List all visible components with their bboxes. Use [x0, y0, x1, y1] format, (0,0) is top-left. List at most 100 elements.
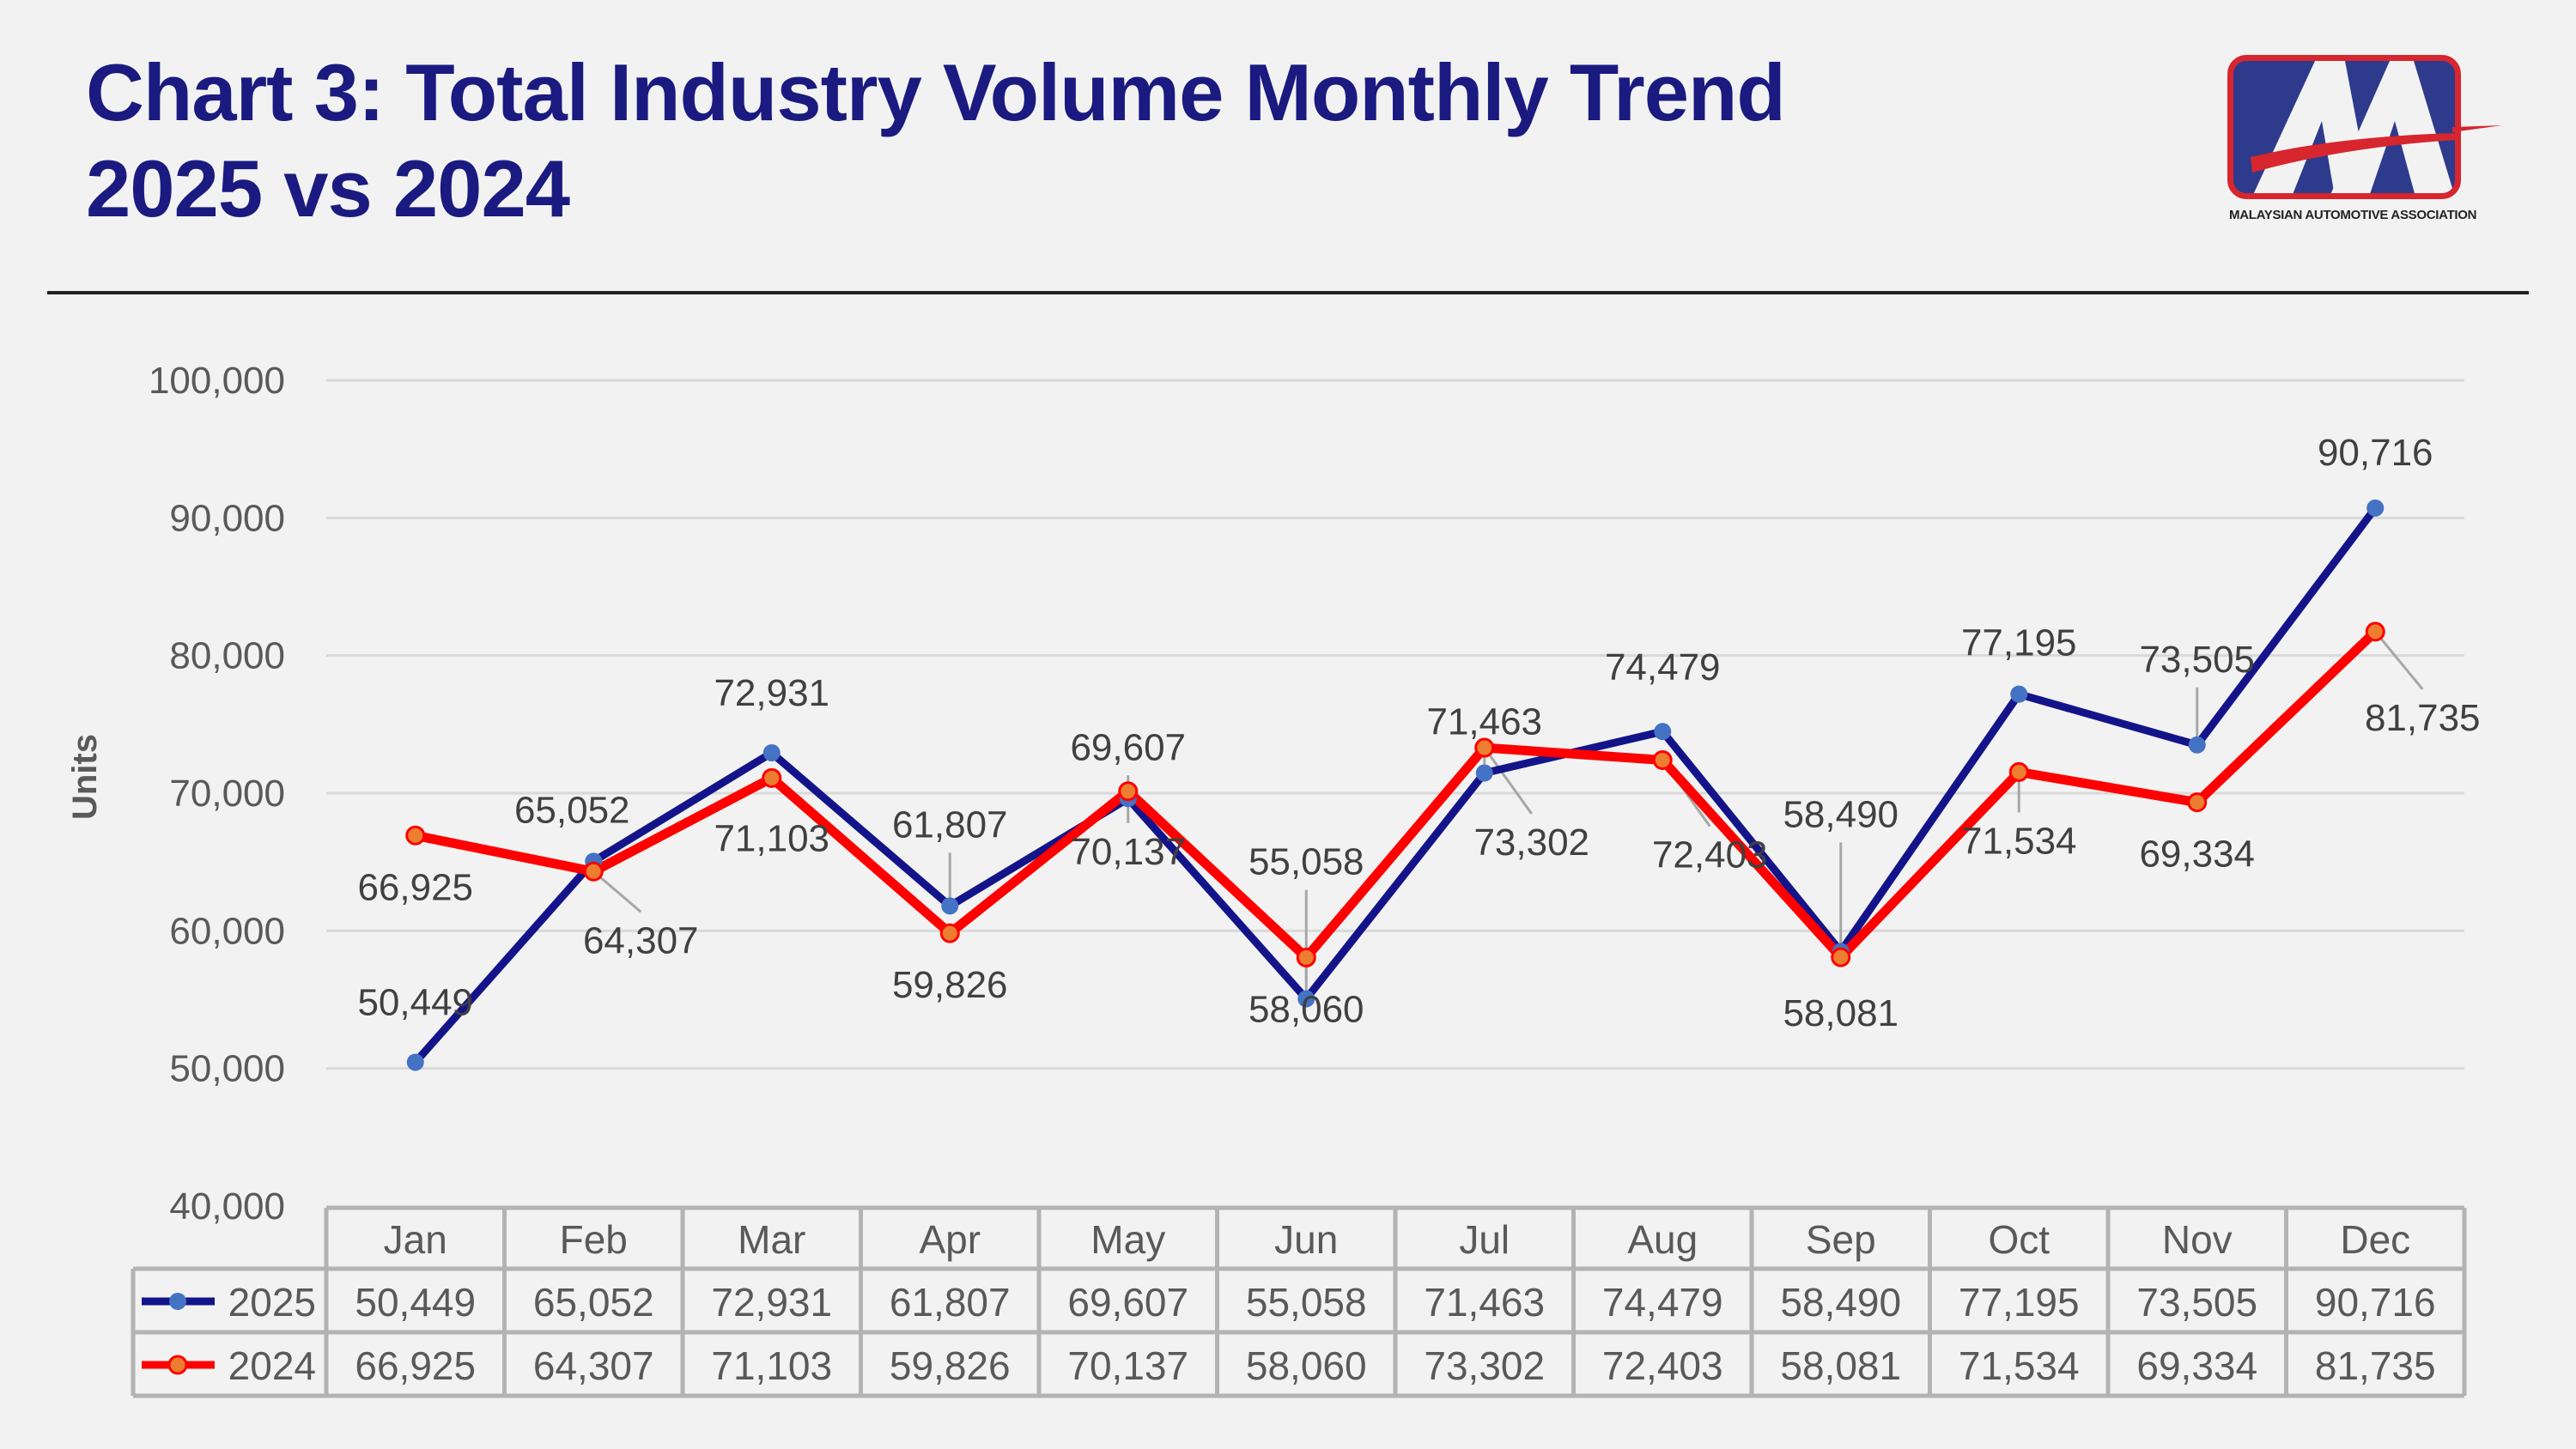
table-header-mar: Mar: [738, 1217, 805, 1262]
maa-logo: MALAYSIAN AUTOMOTIVE ASSOCIATION: [2227, 55, 2502, 235]
table-header-nov: Nov: [2162, 1217, 2233, 1262]
table-header-jun: Jun: [1274, 1217, 1338, 1262]
data-label-2024-sep: 58,081: [1783, 992, 1899, 1034]
data-label-2024-may: 70,137: [1070, 831, 1186, 873]
table-cell-2024-oct: 71,534: [1959, 1343, 2080, 1388]
legend-marker-2024: [167, 1355, 188, 1375]
table-cell-2024-mar: 71,103: [711, 1343, 832, 1388]
marker-2024-jun: [1296, 947, 1316, 967]
data-label-2024-aug: 72,403: [1652, 834, 1768, 876]
y-axis-title: Units: [66, 734, 104, 820]
legend-label-2025: 2025: [228, 1280, 316, 1325]
marker-2025-oct: [2010, 685, 2028, 703]
data-labels: 50,449 65,052 72,931 61,807 69,607 55,058 71,4…: [357, 432, 2480, 1034]
table-cell-2024-feb: 64,307: [533, 1343, 654, 1388]
leader-line: [2374, 630, 2424, 690]
marker-2025-jul: [1475, 764, 1493, 782]
table-header-may: May: [1091, 1217, 1165, 1262]
series-markers: [405, 499, 2385, 1071]
chart-title: Chart 3: Total Industry Volume Monthly T…: [86, 45, 1786, 237]
table-header-jan: Jan: [384, 1217, 447, 1262]
data-label-2024-jan: 66,925: [357, 866, 473, 908]
table-cell-2025-jul: 71,463: [1424, 1280, 1545, 1325]
table-header-feb: Feb: [560, 1217, 628, 1262]
marker-2025-apr: [941, 897, 959, 915]
data-label-2024-jun: 58,060: [1249, 988, 1364, 1030]
y-tick-label: 90,000: [169, 497, 285, 539]
marker-2025-jun: [1297, 990, 1315, 1008]
marker-2024-dec: [2365, 621, 2385, 642]
legend-marker-2025: [169, 1293, 186, 1310]
y-tick-label: 80,000: [169, 635, 285, 677]
logo-emblem: [2227, 55, 2461, 199]
data-label-2025-jan: 50,449: [357, 981, 473, 1023]
logo-caption: MALAYSIAN AUTOMOTIVE ASSOCIATION: [2229, 208, 2477, 222]
y-axis: 40,000 50,000 60,000 70,000 80,000 90,000 100,…: [149, 360, 285, 1228]
marker-2024-may: [1118, 781, 1139, 802]
data-label-2024-jul: 73,302: [1473, 822, 1589, 864]
data-label-2024-mar: 71,103: [714, 817, 829, 859]
marker-2024-mar: [762, 767, 782, 788]
leader-line: [1483, 747, 1533, 815]
logo-letters-icon: [2251, 61, 2455, 193]
table-cell-2025-jan: 50,449: [355, 1280, 476, 1325]
table-cell-2024-apr: 59,826: [890, 1343, 1011, 1388]
y-tick-label: 60,000: [169, 910, 285, 952]
table-header-apr: Apr: [919, 1217, 981, 1262]
data-label-2025-apr: 61,807: [892, 803, 1008, 846]
marker-2024-sep: [1831, 947, 1851, 967]
table-cell-2025-jun: 55,058: [1246, 1280, 1367, 1325]
y-tick-label: 70,000: [169, 773, 285, 815]
y-tick-label: 100,000: [149, 360, 285, 402]
marker-2024-nov: [2187, 792, 2208, 813]
y-tick-label: 40,000: [169, 1185, 285, 1228]
marker-2024-aug: [1652, 749, 1673, 770]
table-cell-2024-jan: 66,925: [355, 1343, 476, 1388]
table-cell-2025-apr: 61,807: [890, 1280, 1011, 1325]
legend-label-2024: 2024: [228, 1343, 316, 1388]
data-label-2025-dec: 90,716: [2318, 432, 2433, 474]
marker-2024-oct: [2008, 761, 2029, 782]
table-cell-2024-dec: 81,735: [2315, 1343, 2436, 1388]
series-line-2025: [412, 506, 2379, 1065]
data-label-2025-feb: 65,052: [514, 789, 630, 831]
table-cell-2025-aug: 74,479: [1602, 1280, 1723, 1325]
marker-2025-jan: [406, 1053, 424, 1071]
series-line-2024: [414, 627, 2379, 962]
table-cell-2025-feb: 65,052: [533, 1280, 654, 1325]
table-header-aug: Aug: [1627, 1217, 1698, 1262]
logo-swoosh-tail-icon: [2452, 125, 2502, 132]
data-label-2025-jul: 71,463: [1426, 701, 1542, 743]
table-header-oct: Oct: [1988, 1217, 2050, 1262]
data-label-2025-may: 69,607: [1070, 726, 1186, 768]
table-header-jul: Jul: [1459, 1217, 1510, 1262]
data-label-2025-mar: 72,931: [714, 672, 829, 714]
title-divider: [47, 291, 2529, 294]
marker-2025-mar: [762, 744, 781, 762]
table-cell-2024-jul: 73,302: [1424, 1343, 1545, 1388]
table-cell-2024-nov: 69,334: [2136, 1343, 2257, 1388]
data-label-2025-aug: 74,479: [1605, 646, 1721, 688]
data-label-2024-oct: 71,534: [1961, 820, 2077, 862]
series-lines: [412, 506, 2379, 1065]
gridlines: [326, 379, 2464, 1070]
data-label-2025-oct: 77,195: [1961, 622, 2077, 664]
table-cell-2024-may: 70,137: [1067, 1343, 1188, 1388]
data-label-2024-nov: 69,334: [2139, 834, 2255, 876]
data-table: Jan Feb Mar Apr May Jun Jul Aug Sep Oct Nov Dec 2025…: [131, 1205, 2467, 1398]
table-cell-2025-dec: 90,716: [2315, 1280, 2436, 1325]
y-tick-label: 50,000: [169, 1048, 285, 1090]
marker-2025-nov: [2188, 736, 2206, 754]
data-label-2025-sep: 58,490: [1783, 794, 1899, 836]
table-cell-2025-sep: 58,490: [1780, 1280, 1901, 1325]
marker-2024-apr: [939, 923, 960, 943]
data-label-2025-nov: 73,505: [2139, 639, 2255, 681]
data-label-2025-jun: 55,058: [1249, 841, 1364, 883]
table-cell-2024-jun: 58,060: [1246, 1343, 1367, 1388]
table-cell-2025-may: 69,607: [1067, 1280, 1188, 1325]
label-leader-lines: [592, 630, 2424, 999]
leader-line: [592, 870, 642, 913]
data-label-2024-apr: 59,826: [892, 964, 1008, 1006]
table-cell-2025-nov: 73,505: [2136, 1280, 2257, 1325]
